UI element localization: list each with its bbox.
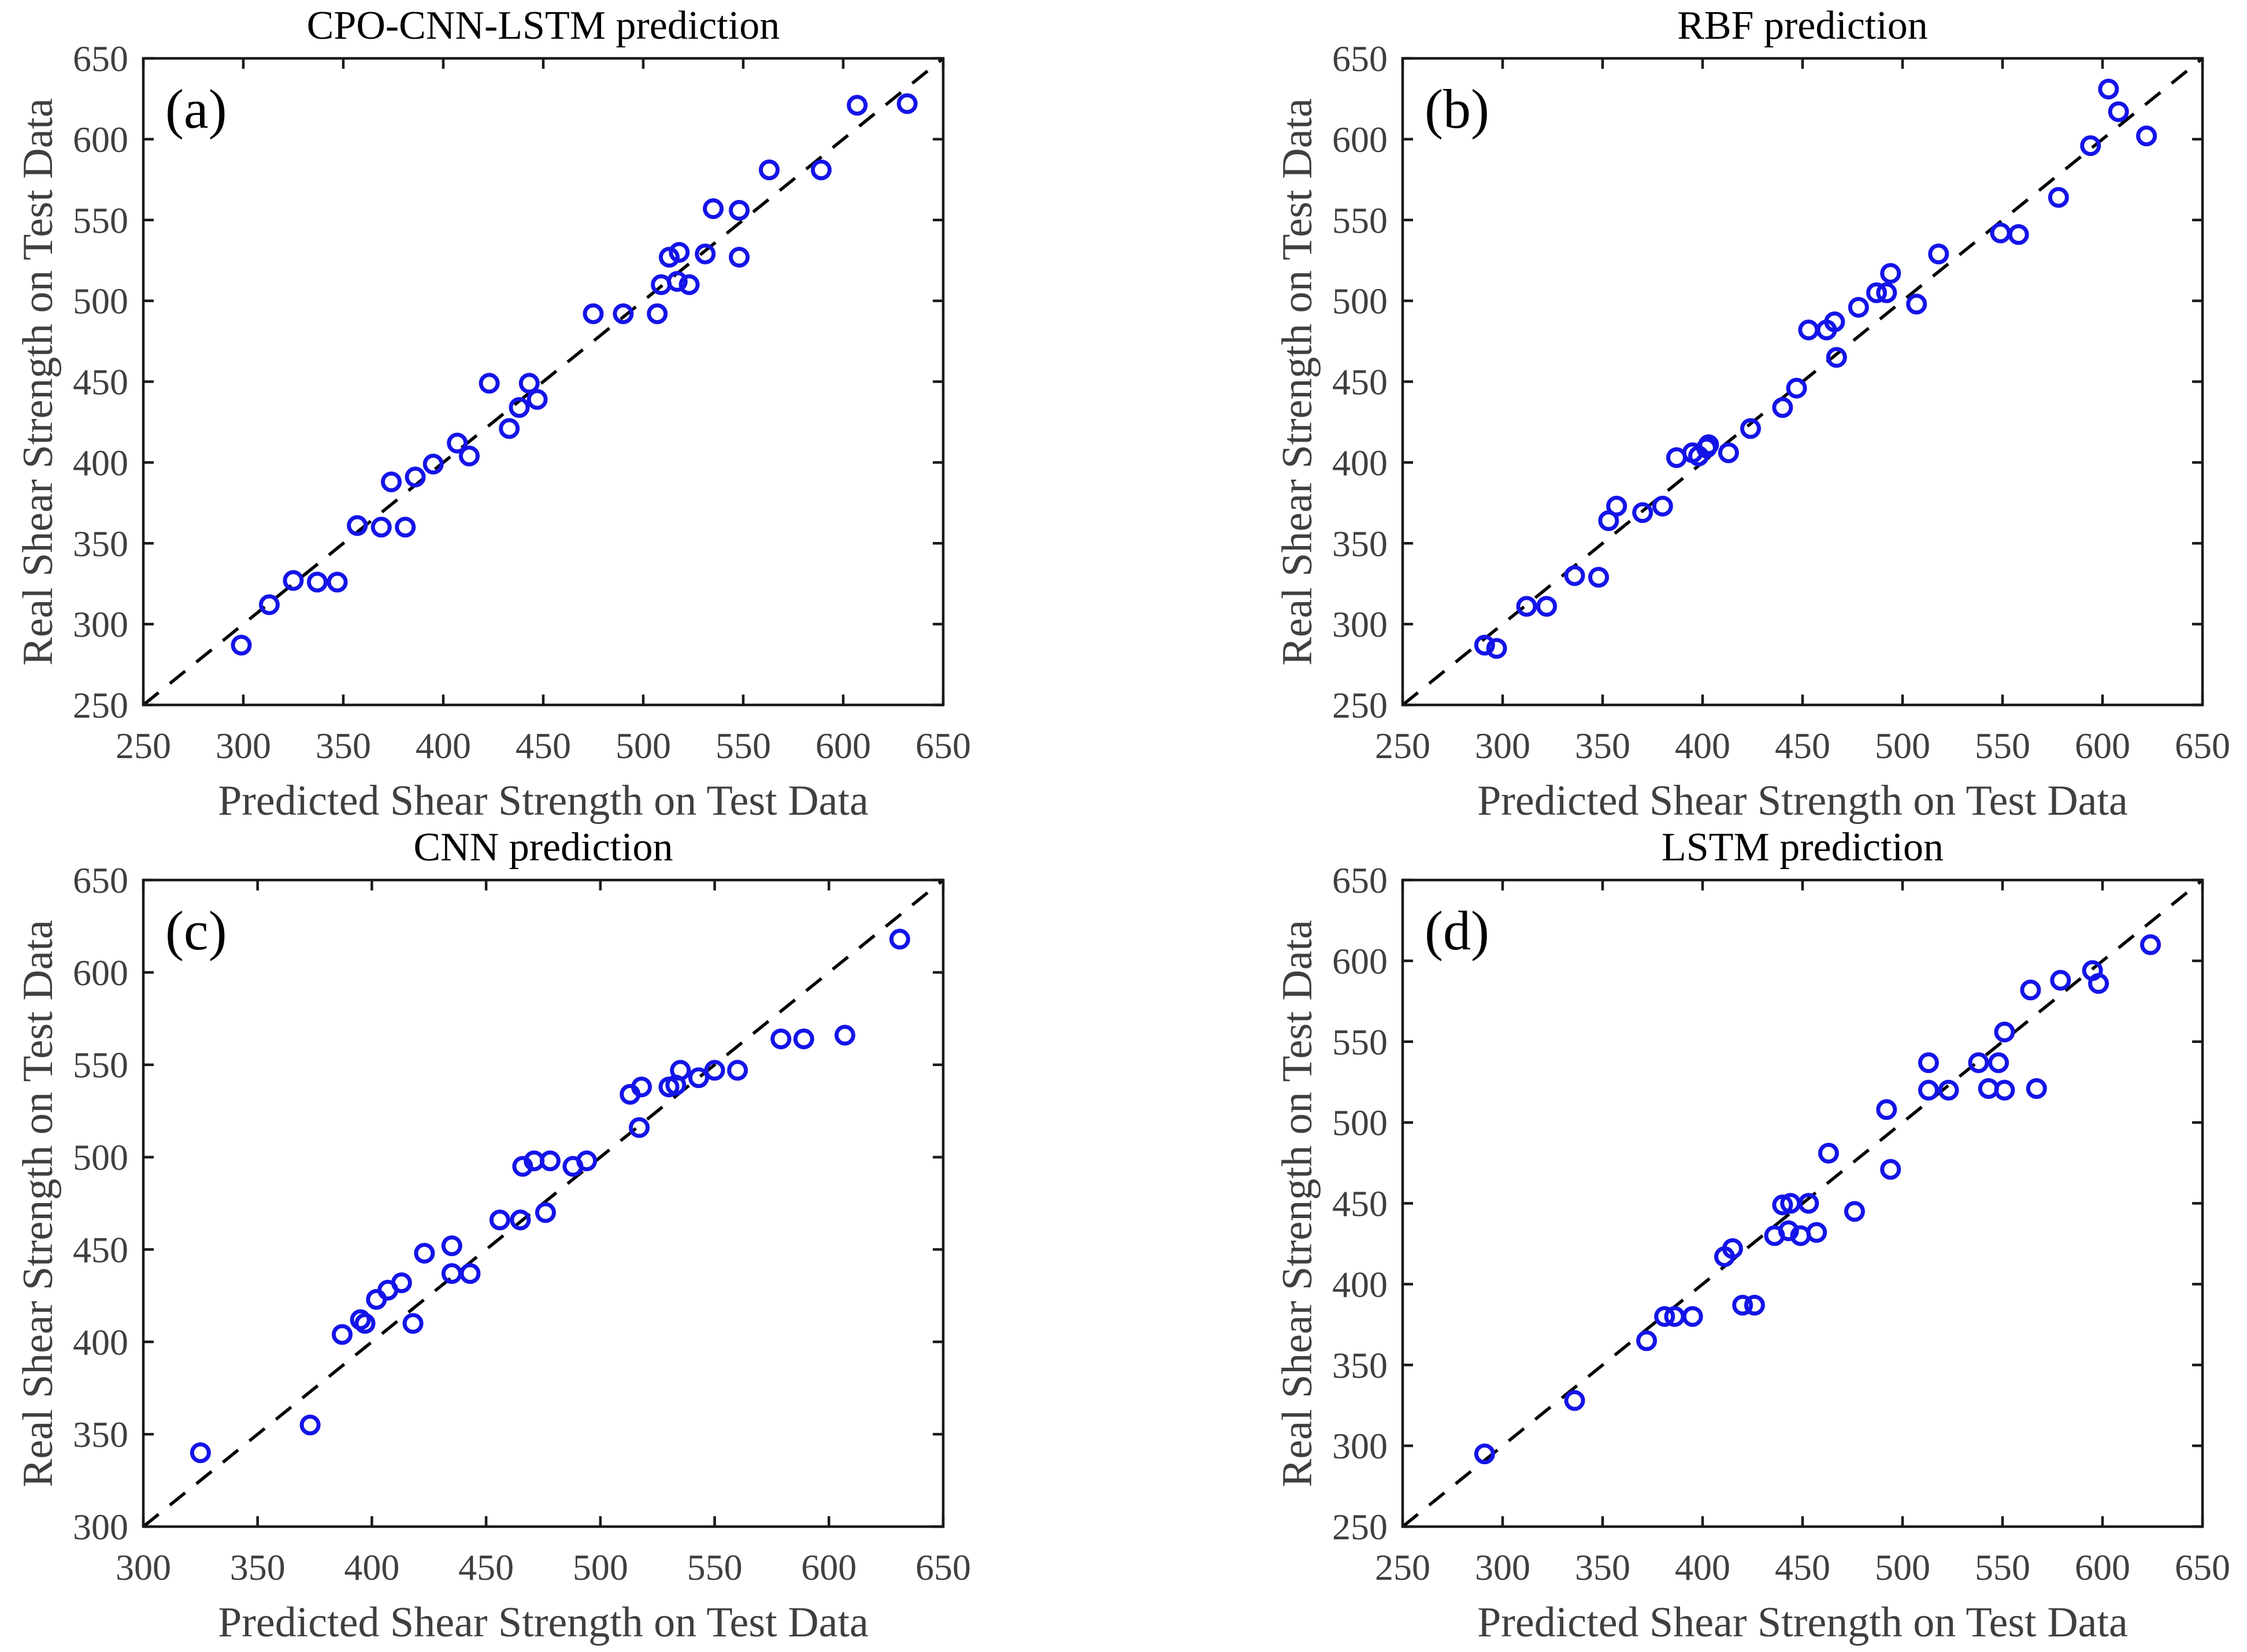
- svg-text:400: 400: [344, 1547, 399, 1588]
- svg-text:450: 450: [73, 362, 128, 403]
- svg-text:250: 250: [73, 685, 128, 726]
- svg-text:600: 600: [801, 1547, 856, 1588]
- x-axis-label: Predicted Shear Strength on Test Data: [218, 1599, 869, 1646]
- y-axis-label: Real Shear Strength on Test Data: [1274, 98, 1321, 666]
- svg-text:500: 500: [1875, 725, 1930, 766]
- svg-text:300: 300: [116, 1547, 171, 1588]
- svg-text:350: 350: [1332, 523, 1388, 564]
- svg-text:350: 350: [316, 725, 371, 766]
- svg-text:300: 300: [73, 1506, 128, 1547]
- svg-text:300: 300: [216, 725, 271, 766]
- scatter-plot-rbf: 250 300 350 400 450 500 550 600 650 250 300 350 400 4…: [1332, 38, 2230, 766]
- svg-text:400: 400: [1332, 1264, 1388, 1305]
- scatter-plot-cnn: 300 350 400 450 500 550 600 650 300 350 400 450 500 5…: [73, 860, 971, 1588]
- svg-text:250: 250: [116, 725, 171, 766]
- svg-text:500: 500: [573, 1547, 628, 1588]
- svg-text:350: 350: [73, 523, 128, 564]
- svg-text:400: 400: [73, 442, 128, 483]
- svg-text:350: 350: [73, 1414, 128, 1455]
- panel-cnn: 300 350 400 450 500 550 600 650 300 350 400 450 500 5…: [0, 825, 1124, 1652]
- svg-text:650: 650: [1332, 860, 1388, 901]
- svg-text:650: 650: [915, 1547, 971, 1588]
- svg-text:550: 550: [73, 200, 128, 241]
- svg-text:350: 350: [1332, 1345, 1388, 1386]
- svg-text:600: 600: [1332, 941, 1388, 982]
- panel-lstm: 250 300 350 400 450 500 550 600 650 250 300 350 400 4…: [1124, 825, 2247, 1652]
- x-axis-label: Predicted Shear Strength on Test Data: [1477, 777, 2128, 825]
- svg-text:350: 350: [1575, 1547, 1630, 1588]
- panel-rbf: 250 300 350 400 450 500 550 600 650 250 300 350 400 4…: [1124, 0, 2247, 826]
- scatter-plot-lstm: 250 300 350 400 450 500 550 600 650 250 300 350 400 4…: [1332, 860, 2230, 1588]
- svg-text:350: 350: [1575, 725, 1630, 766]
- svg-text:650: 650: [73, 860, 128, 901]
- svg-text:450: 450: [73, 1229, 128, 1270]
- svg-text:250: 250: [1375, 1547, 1430, 1588]
- x-axis-label: Predicted Shear Strength on Test Data: [1477, 1599, 2128, 1646]
- svg-text:550: 550: [73, 1045, 128, 1086]
- svg-text:450: 450: [1775, 1547, 1830, 1588]
- svg-text:300: 300: [73, 604, 128, 645]
- svg-text:450: 450: [1332, 362, 1388, 403]
- y-axis-label: Real Shear Strength on Test Data: [14, 98, 62, 666]
- svg-text:500: 500: [73, 1137, 128, 1178]
- svg-text:400: 400: [1675, 725, 1730, 766]
- svg-text:600: 600: [73, 952, 128, 993]
- svg-text:450: 450: [458, 1547, 514, 1588]
- svg-text:550: 550: [1332, 1022, 1388, 1063]
- svg-text:400: 400: [1332, 442, 1388, 483]
- svg-text:650: 650: [1332, 38, 1388, 79]
- svg-text:250: 250: [1375, 725, 1430, 766]
- y-axis-label: Real Shear Strength on Test Data: [14, 920, 62, 1487]
- svg-text:500: 500: [1332, 1102, 1388, 1144]
- svg-text:300: 300: [1332, 604, 1388, 645]
- panel-letter: (d): [1425, 900, 1489, 961]
- panel-cpo-cnn-lstm: 250 300 350 400 450 500 550 600 650 250 300 350 400 4…: [0, 0, 1124, 826]
- chart-title: CNN prediction: [413, 825, 673, 870]
- svg-text:650: 650: [73, 38, 128, 79]
- svg-text:600: 600: [2075, 1547, 2130, 1588]
- svg-text:650: 650: [2175, 725, 2230, 766]
- chart-title: CPO-CNN-LSTM prediction: [306, 3, 780, 48]
- svg-text:450: 450: [1332, 1183, 1388, 1224]
- panel-letter: (b): [1425, 78, 1489, 140]
- scatter-plot-cpo-cnn-lstm: 250 300 350 400 450 500 550 600 650 250 300 350 400 4…: [73, 38, 971, 766]
- y-axis-label: Real Shear Strength on Test Data: [1274, 920, 1321, 1487]
- svg-text:500: 500: [615, 725, 671, 766]
- svg-text:600: 600: [2075, 725, 2130, 766]
- svg-text:550: 550: [1975, 725, 2030, 766]
- svg-text:500: 500: [1875, 1547, 1930, 1588]
- svg-text:350: 350: [230, 1547, 285, 1588]
- x-axis-label: Predicted Shear Strength on Test Data: [218, 777, 869, 825]
- svg-text:600: 600: [815, 725, 871, 766]
- panel-letter: (a): [165, 78, 227, 140]
- svg-text:300: 300: [1332, 1425, 1388, 1467]
- svg-text:500: 500: [73, 281, 128, 322]
- svg-text:250: 250: [1332, 1506, 1388, 1547]
- svg-text:300: 300: [1475, 1547, 1530, 1588]
- svg-text:550: 550: [1332, 200, 1388, 241]
- svg-text:650: 650: [2175, 1547, 2230, 1588]
- svg-text:400: 400: [1675, 1547, 1730, 1588]
- svg-text:400: 400: [416, 725, 471, 766]
- chart-title: LSTM prediction: [1662, 825, 1944, 870]
- svg-text:450: 450: [516, 725, 571, 766]
- svg-text:500: 500: [1332, 281, 1388, 322]
- svg-text:550: 550: [687, 1547, 743, 1588]
- chart-title: RBF prediction: [1677, 3, 1928, 48]
- svg-text:300: 300: [1475, 725, 1530, 766]
- svg-text:600: 600: [73, 119, 128, 160]
- svg-text:550: 550: [1975, 1547, 2030, 1588]
- panel-letter: (c): [165, 900, 227, 961]
- svg-text:400: 400: [73, 1321, 128, 1363]
- svg-text:550: 550: [715, 725, 771, 766]
- svg-text:650: 650: [915, 725, 971, 766]
- svg-text:450: 450: [1775, 725, 1830, 766]
- svg-text:600: 600: [1332, 119, 1388, 160]
- svg-text:250: 250: [1332, 685, 1388, 726]
